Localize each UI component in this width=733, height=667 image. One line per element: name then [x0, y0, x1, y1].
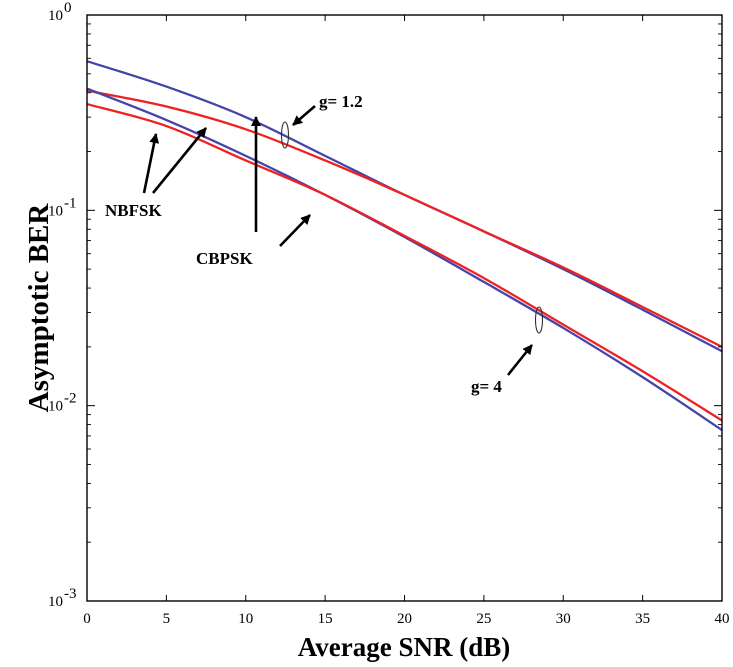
x-tick-label: 35	[635, 611, 650, 627]
x-axis-title: Average SNR (dB)	[298, 632, 510, 662]
series-line-4	[86, 102, 723, 422]
x-tick-label: 20	[397, 611, 412, 627]
x-tick-label: 25	[476, 611, 491, 627]
y-tick-label: 10	[48, 594, 63, 610]
cbpsk-label: CBPSK	[196, 249, 253, 268]
series-layer	[86, 60, 723, 432]
x-axis-ticks: 0 5 10 15 20 25 30 35 40	[83, 15, 730, 627]
plot-area	[87, 15, 722, 601]
y-tick-label: 10	[48, 8, 63, 24]
x-tick-label: 15	[318, 611, 333, 627]
x-tick-label: 5	[163, 611, 171, 627]
y-tick-label: 10	[48, 399, 63, 415]
x-tick-label: 0	[83, 611, 91, 627]
g4-arrow	[506, 344, 534, 376]
x-tick-label: 40	[715, 611, 730, 627]
x-tick-label: 10	[238, 611, 253, 627]
x-tick-label: 30	[556, 611, 571, 627]
cbpsk-arrow-right	[279, 214, 311, 247]
g12-label: g= 1.2	[319, 92, 363, 111]
y-tick-exponent: -1	[64, 195, 77, 211]
y-tick-label: 10	[48, 203, 63, 219]
nbfsk-label: NBFSK	[105, 201, 162, 220]
g12-curve-marker	[280, 121, 290, 149]
y-tick-exponent: -3	[64, 586, 77, 602]
y-tick-exponent: -2	[64, 391, 77, 407]
nbfsk-arrow-right	[151, 127, 208, 194]
series-line-2	[86, 89, 723, 348]
nbfsk-arrow-left	[142, 133, 160, 194]
g12-arrow	[292, 105, 316, 126]
y-axis-title: Asymptotic BER	[23, 203, 55, 413]
y-tick-exponent: 0	[64, 0, 72, 16]
g4-curve-marker	[534, 306, 544, 334]
g4-label: g= 4	[471, 377, 502, 396]
